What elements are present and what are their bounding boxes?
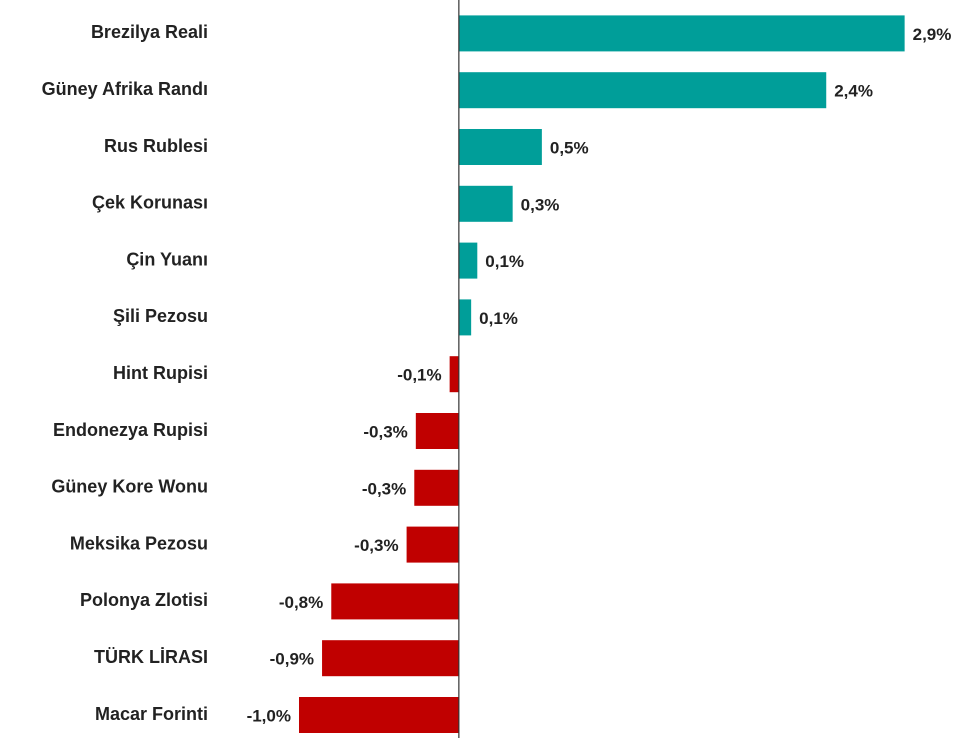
category-label: Endonezya Rupisi [53, 420, 208, 440]
value-label: -0,3% [362, 479, 406, 498]
bar [414, 469, 459, 506]
bar [458, 129, 542, 165]
value-label: -0,3% [354, 536, 398, 555]
category-label: Polonya Zlotisi [80, 590, 208, 610]
value-label: -0,3% [363, 422, 407, 441]
bar [415, 413, 459, 449]
value-label: 0,1% [485, 252, 524, 271]
bar [298, 697, 459, 733]
bar [331, 583, 459, 620]
bar [449, 356, 459, 393]
value-label: -0,8% [279, 593, 323, 612]
category-label: Şili Pezosu [113, 306, 208, 326]
category-label: Hint Rupisi [113, 363, 208, 383]
value-label: 0,5% [550, 138, 589, 157]
value-label: 0,1% [479, 309, 518, 328]
bar [406, 526, 459, 563]
bar [458, 299, 472, 336]
category-label: Çek Korunası [92, 193, 208, 213]
value-label: -0,9% [270, 650, 314, 669]
bar [458, 72, 827, 109]
category-label: TÜRK LİRASI [94, 647, 208, 667]
value-label: 0,3% [521, 195, 560, 214]
value-label: -0,1% [397, 366, 441, 385]
value-label: 2,9% [913, 25, 952, 44]
category-label: Güney Afrika Randı [42, 79, 208, 99]
category-label: Çin Yuanı [126, 249, 208, 269]
category-label: Güney Kore Wonu [51, 477, 208, 497]
bar [458, 242, 478, 279]
category-label: Meksika Pezosu [70, 533, 208, 553]
value-label: 2,4% [834, 82, 873, 101]
category-label: Brezilya Reali [91, 22, 208, 42]
value-label: -1,0% [247, 706, 291, 725]
bar [322, 640, 459, 677]
category-label: Macar Forinti [95, 704, 208, 724]
bar [458, 185, 513, 222]
bar [458, 15, 905, 52]
category-label: Rus Rublesi [104, 136, 208, 156]
